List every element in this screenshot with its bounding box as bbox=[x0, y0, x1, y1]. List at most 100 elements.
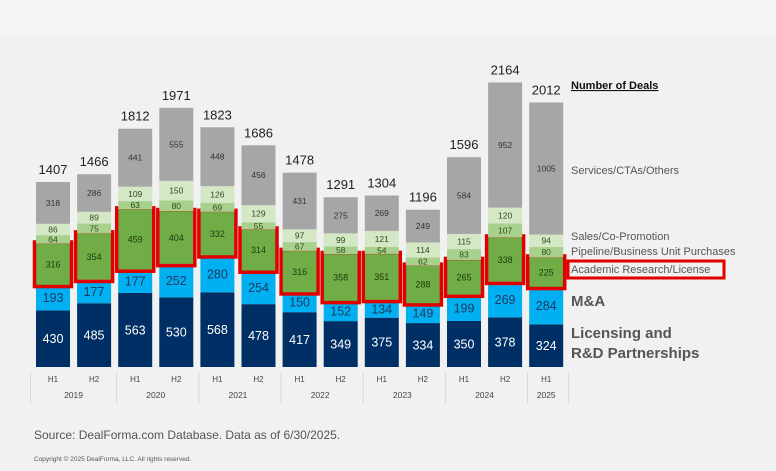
total-label: 1407 bbox=[39, 162, 68, 177]
bar-segment bbox=[36, 223, 70, 236]
segment-value-label: 555 bbox=[169, 139, 183, 149]
segment-value-label: 80 bbox=[172, 201, 182, 211]
bar-segment bbox=[241, 270, 276, 305]
chart-title: Number of Deals bbox=[571, 80, 658, 92]
x-tick-label: H1 bbox=[48, 375, 59, 384]
segment-value-label: 431 bbox=[293, 196, 307, 206]
bar-segment bbox=[405, 265, 440, 304]
source-note: Source: DealForma.com Database. Data as … bbox=[34, 428, 341, 442]
bar-segment bbox=[488, 223, 523, 238]
segment-value-label: 459 bbox=[128, 235, 143, 245]
bar-segment bbox=[282, 292, 317, 313]
segment-value-label: 150 bbox=[169, 186, 183, 196]
bar-segment bbox=[200, 211, 235, 256]
segment-value-label: 86 bbox=[48, 224, 58, 234]
segment-value-label: 265 bbox=[456, 273, 471, 283]
bar-segment bbox=[488, 317, 523, 367]
segment-value-label: 314 bbox=[251, 245, 266, 255]
segment-value-label: 275 bbox=[334, 210, 348, 220]
bar-segment bbox=[77, 279, 112, 304]
segment-value-label: 177 bbox=[84, 285, 105, 299]
bar-segment bbox=[364, 195, 399, 231]
segment-value-label: 121 bbox=[375, 234, 389, 244]
segment-value-label: 120 bbox=[498, 210, 512, 220]
x-tick-label: H1 bbox=[130, 375, 141, 384]
segment-value-label: 334 bbox=[412, 338, 433, 352]
total-label: 1466 bbox=[80, 154, 109, 169]
segment-value-label: 485 bbox=[84, 328, 105, 342]
bar-segment bbox=[200, 292, 235, 367]
bar-segment bbox=[364, 230, 399, 247]
bar-segment bbox=[77, 303, 112, 367]
x-axis: H1 H2 H1 H2 H1 H2 H1 H2 H1 H2 H1 H2 H1 2019 2020 2021 20… bbox=[30, 372, 570, 404]
segment-value-label: 109 bbox=[128, 189, 142, 199]
segment-value-label: 58 bbox=[336, 245, 346, 255]
segment-value-label: 54 bbox=[377, 245, 387, 255]
segment-value-label: 126 bbox=[210, 189, 224, 199]
bar-segment bbox=[323, 254, 358, 302]
segment-value-label: 349 bbox=[330, 337, 351, 351]
segment-value-label: 69 bbox=[213, 202, 223, 212]
segment-value-label: 448 bbox=[210, 152, 224, 162]
x-tick-label: H1 bbox=[541, 375, 552, 384]
x-year-label: 2020 bbox=[146, 390, 165, 400]
x-tick-label: H2 bbox=[336, 375, 347, 384]
bar-segment bbox=[200, 186, 235, 203]
bar-segment bbox=[200, 127, 235, 187]
bar-segment bbox=[405, 257, 440, 266]
bar-segment bbox=[118, 186, 153, 202]
legend-label: R&D Partnerships bbox=[571, 345, 699, 362]
segment-value-label: 62 bbox=[418, 257, 428, 267]
legend-label: Pipeline/Business Unit Purchases bbox=[571, 246, 736, 258]
segment-value-label: 563 bbox=[125, 323, 146, 337]
bar-segment bbox=[36, 181, 70, 224]
bar-segment bbox=[488, 207, 523, 224]
bar-segment bbox=[323, 321, 358, 367]
bar-segment bbox=[159, 180, 194, 201]
x-tick-label: H1 bbox=[212, 375, 223, 384]
segment-value-label: 225 bbox=[539, 267, 554, 277]
segment-value-label: 404 bbox=[169, 233, 184, 243]
bar-segment bbox=[118, 201, 153, 210]
bar-segment bbox=[447, 249, 481, 260]
bar-segment bbox=[488, 82, 523, 208]
legend: Number of Deals Licensing and R&D Partner… bbox=[566, 80, 736, 362]
segment-value-label: 75 bbox=[89, 223, 99, 233]
legend-label: Licensing and bbox=[571, 325, 672, 342]
bar-segment bbox=[364, 246, 399, 254]
segment-value-label: 107 bbox=[498, 225, 512, 235]
segment-value-label: 568 bbox=[207, 323, 228, 337]
bar-segment bbox=[36, 310, 70, 367]
bar-segment bbox=[282, 312, 317, 367]
bar-segment bbox=[282, 229, 317, 243]
segment-value-label: 1005 bbox=[537, 163, 556, 173]
segment-value-label: 354 bbox=[87, 252, 102, 262]
bar-segment bbox=[282, 242, 317, 251]
legend-label: M&A bbox=[571, 293, 605, 310]
segment-value-label: 378 bbox=[495, 336, 516, 350]
copyright-note: Copyright © 2025 DealForma, LLC. All rig… bbox=[34, 456, 192, 463]
segment-value-label: 324 bbox=[536, 339, 557, 353]
x-tick-label: H2 bbox=[500, 375, 511, 384]
total-label: 1812 bbox=[121, 109, 150, 124]
bar-segment bbox=[282, 250, 317, 293]
x-year-label: 2024 bbox=[475, 390, 494, 400]
bar-segment bbox=[364, 317, 399, 367]
total-label: 2164 bbox=[491, 62, 520, 77]
bar-segment bbox=[488, 237, 523, 282]
bar-segment bbox=[364, 300, 399, 318]
segment-value-label: 430 bbox=[43, 332, 64, 346]
segment-value-label: 177 bbox=[125, 275, 146, 289]
legend-label: Services/CTAs/Others bbox=[571, 165, 679, 177]
bar-segment bbox=[241, 145, 276, 206]
bar-segment bbox=[405, 323, 440, 367]
bar-segment bbox=[200, 202, 235, 212]
bar-segment bbox=[200, 255, 235, 293]
bar-segment bbox=[323, 233, 358, 247]
segment-value-label: 252 bbox=[166, 274, 187, 288]
bar-segment bbox=[241, 229, 276, 271]
segment-value-label: 67 bbox=[295, 241, 305, 251]
x-tick-label: H2 bbox=[89, 375, 100, 384]
bar-segment bbox=[159, 297, 194, 367]
